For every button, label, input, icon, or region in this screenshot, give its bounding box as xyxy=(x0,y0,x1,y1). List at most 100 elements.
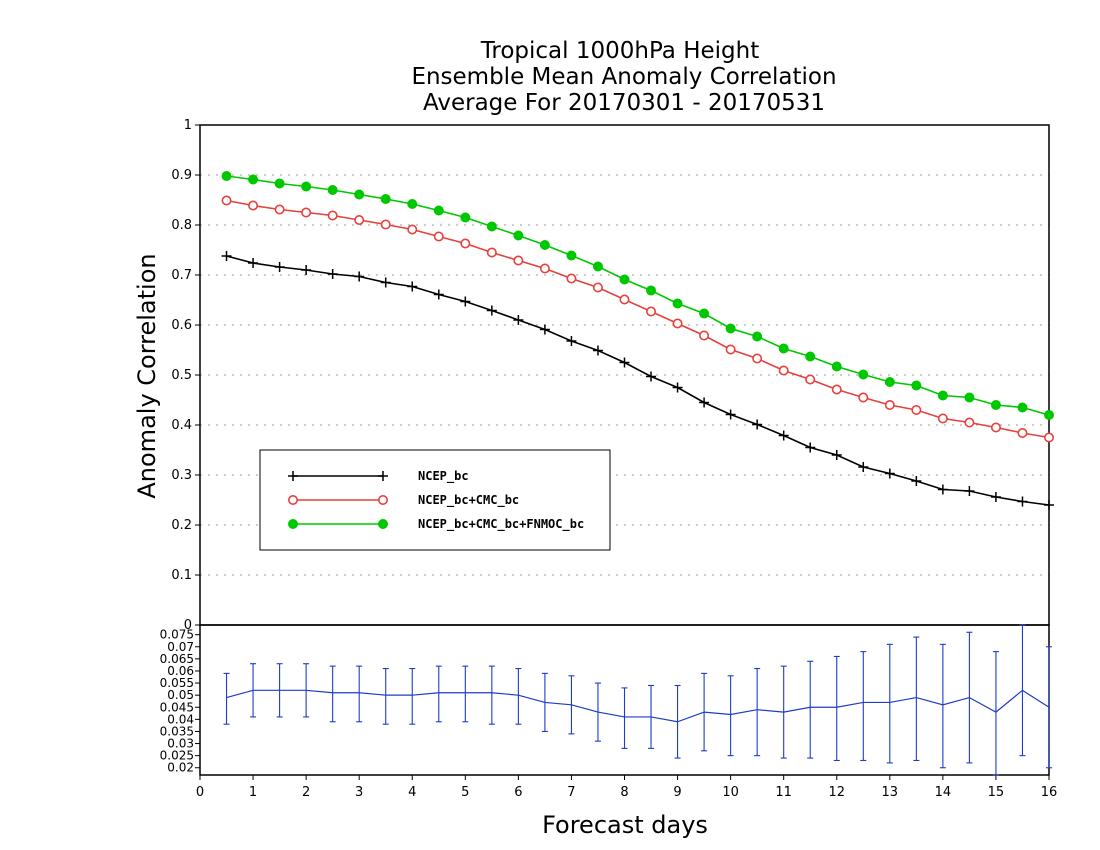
lower-panel xyxy=(223,624,1052,776)
data-point-open-circle xyxy=(433,231,444,242)
lower-y-tick-label: 0.03 xyxy=(167,737,194,751)
error-bar xyxy=(807,660,814,759)
data-point-filled-circle xyxy=(354,189,365,200)
lower-y-tick-label: 0.035 xyxy=(160,724,194,738)
x-tick-label: 9 xyxy=(673,785,681,800)
data-point-plus xyxy=(831,450,842,460)
error-bar xyxy=(674,684,681,759)
y-tick-label: 0.4 xyxy=(171,418,192,433)
error-bar xyxy=(939,643,946,769)
data-point-plus xyxy=(619,357,630,368)
legend-entry: NCEP_bc xyxy=(288,469,469,484)
error-bar xyxy=(329,665,336,723)
data-point-plus xyxy=(725,409,736,420)
data-point-plus xyxy=(327,269,338,279)
data-point-filled-circle xyxy=(805,351,816,362)
x-tick-label: 3 xyxy=(355,785,363,800)
lower-y-tick-label: 0.06 xyxy=(167,664,194,678)
error-bar xyxy=(913,636,920,762)
error-bar xyxy=(833,655,840,762)
data-point-open-circle xyxy=(884,399,895,410)
legend-label: NCEP_bc xyxy=(418,469,469,484)
data-point-plus xyxy=(460,296,471,307)
series-0 xyxy=(221,251,1054,510)
series-2 xyxy=(221,171,1054,420)
data-point-filled-circle xyxy=(433,205,444,216)
data-point-open-circle xyxy=(672,318,683,329)
x-tick-label: 2 xyxy=(302,785,310,800)
data-point-open-circle xyxy=(221,195,232,206)
data-point-filled-circle xyxy=(831,361,842,372)
data-point-filled-circle xyxy=(699,308,710,319)
data-point-open-circle xyxy=(725,344,736,355)
lower-y-tick-label: 0.07 xyxy=(167,640,194,654)
chart-title-line-2: Ensemble Mean Anomaly Correlation xyxy=(411,64,836,90)
error-bar xyxy=(250,663,257,718)
x-tick-label: 14 xyxy=(935,785,952,800)
error-bar xyxy=(382,667,389,725)
data-point-filled-circle xyxy=(1017,402,1028,413)
data-point-filled-circle xyxy=(301,181,312,192)
error-bar xyxy=(541,672,548,733)
error-bar xyxy=(276,663,283,718)
data-point-filled-circle xyxy=(486,221,497,232)
data-point-plus xyxy=(752,419,763,430)
series-layer xyxy=(221,171,1055,510)
error-bar xyxy=(648,684,655,749)
y-tick-label: 0.3 xyxy=(171,468,192,483)
lower-series-0 xyxy=(223,624,1052,776)
x-tick-label: 12 xyxy=(828,785,845,800)
data-point-open-circle xyxy=(377,494,388,505)
data-point-open-circle xyxy=(301,207,312,218)
data-point-filled-circle xyxy=(911,380,922,391)
series-1 xyxy=(221,195,1055,443)
data-point-open-circle xyxy=(407,224,418,235)
lower-y-tick-label: 0.065 xyxy=(160,652,194,666)
data-point-open-circle xyxy=(778,365,789,376)
data-point-filled-circle xyxy=(964,392,975,403)
series-line xyxy=(226,175,1050,416)
data-point-plus xyxy=(248,258,259,268)
x-tick-label: 16 xyxy=(1041,785,1058,800)
error-bar xyxy=(992,651,999,776)
error-bar xyxy=(1019,624,1026,757)
data-point-plus xyxy=(513,315,524,325)
error-bar xyxy=(1046,646,1052,769)
data-point-open-circle xyxy=(619,294,630,305)
error-bar xyxy=(515,667,522,725)
error-bar xyxy=(594,682,601,742)
error-bar xyxy=(727,675,734,757)
data-point-plus xyxy=(378,471,388,481)
lower-y-tick-label: 0.04 xyxy=(167,712,194,726)
data-point-open-circle xyxy=(539,263,550,274)
x-tick-label: 6 xyxy=(514,785,522,800)
data-point-open-circle xyxy=(513,255,524,266)
data-point-plus xyxy=(805,442,816,453)
data-point-plus xyxy=(964,486,975,496)
data-point-plus xyxy=(911,476,922,486)
error-bar xyxy=(223,672,230,725)
y-axis-title: Anomaly Correlation xyxy=(133,253,161,498)
y-tick-label: 0.9 xyxy=(171,168,192,183)
x-tick-label: 5 xyxy=(461,785,469,800)
x-tick-label: 11 xyxy=(775,785,792,800)
data-point-filled-circle xyxy=(407,199,418,209)
x-tick-label: 4 xyxy=(408,785,416,800)
data-point-filled-circle xyxy=(460,212,471,223)
data-point-open-circle xyxy=(566,273,577,284)
data-point-open-circle xyxy=(287,494,298,505)
data-point-plus xyxy=(288,471,298,481)
y-tick-label: 0.6 xyxy=(171,318,192,333)
lower-y-tick-label: 0.05 xyxy=(167,688,194,702)
data-point-open-circle xyxy=(354,215,365,226)
legend: NCEP_bc NCEP_bc+CMC_bc NCEP_bc+CMC_bc+FNMO… xyxy=(259,449,611,551)
y-tick-label: 0.7 xyxy=(171,268,192,283)
data-point-plus xyxy=(1017,496,1028,507)
data-point-open-circle xyxy=(752,353,763,364)
x-tick-label: 0 xyxy=(196,785,204,800)
data-point-filled-circle xyxy=(592,261,603,272)
error-bar xyxy=(462,665,469,723)
data-point-plus xyxy=(592,345,603,356)
legend-label: NCEP_bc+CMC_bc xyxy=(418,493,519,508)
y-tick-label: 0.5 xyxy=(171,368,192,383)
